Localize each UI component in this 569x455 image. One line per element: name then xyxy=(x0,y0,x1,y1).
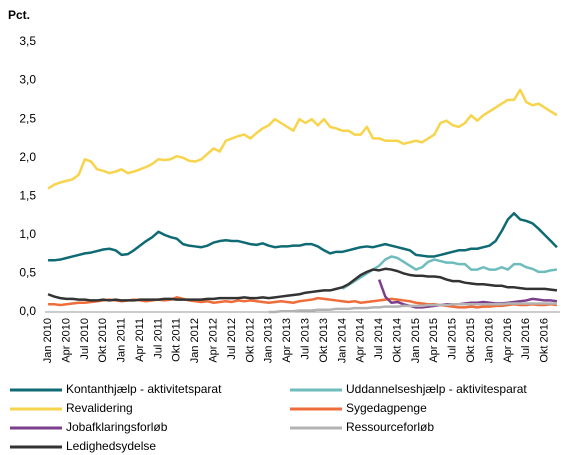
x-tick-label: Apr 2013 xyxy=(281,318,293,363)
x-tick-label: Jan 2015 xyxy=(410,318,422,363)
x-tick-label: Okt 2014 xyxy=(391,318,403,363)
x-tick-label: Okt 2015 xyxy=(465,318,477,363)
x-tick-label: Jul 2014 xyxy=(373,318,385,360)
x-tick-label: Jan 2014 xyxy=(336,318,348,363)
x-tick-label: Apr 2015 xyxy=(428,318,440,363)
y-tick-label: 1,5 xyxy=(19,188,36,202)
x-tick-label: Jan 2013 xyxy=(263,318,275,363)
x-tick-label: Jul 2010 xyxy=(79,318,91,360)
y-tick-label: 2,0 xyxy=(19,150,36,164)
x-tick-label: Jan 2011 xyxy=(116,318,128,362)
x-tick-label: Okt 2012 xyxy=(244,318,256,363)
x-tick-label: Jul 2012 xyxy=(226,318,238,360)
x-tick-label: Jul 2013 xyxy=(299,318,311,360)
x-tick-label: Okt 2016 xyxy=(539,318,551,363)
legend-label: Ressourceforløb xyxy=(346,420,434,434)
legend-label: Sygedagpenge xyxy=(346,401,427,415)
series-line xyxy=(48,212,558,262)
x-tick-label: Apr 2010 xyxy=(60,318,72,363)
legend-label: Ledighedsydelse xyxy=(66,439,156,453)
legend-label: Revalidering xyxy=(66,401,133,415)
x-tick-label: Apr 2011 xyxy=(134,318,146,362)
series-line xyxy=(47,88,558,190)
x-tick-label: Apr 2012 xyxy=(208,318,220,363)
x-tick-label: Apr 2014 xyxy=(355,318,367,363)
x-tick-label: Okt 2010 xyxy=(97,318,109,363)
series-line xyxy=(341,255,558,290)
y-tick-label: 0,0 xyxy=(19,304,36,318)
x-tick-label: Apr 2016 xyxy=(502,318,514,363)
x-tick-label: Jul 2015 xyxy=(447,318,459,360)
y-tick-label: 3,0 xyxy=(19,73,36,87)
y-tick-label: 3,5 xyxy=(19,34,36,48)
x-tick-label: Jan 2010 xyxy=(42,318,54,363)
x-tick-label: Jan 2012 xyxy=(189,318,201,363)
legend-label: Uddannelseshjælp - aktivitesparat xyxy=(346,382,527,396)
series-line xyxy=(47,267,558,302)
x-tick-label: Okt 2013 xyxy=(318,318,330,363)
legend-label: Jobafklaringsforløb xyxy=(66,420,168,434)
y-tick-label: 0,5 xyxy=(19,266,36,280)
x-tick-label: Jul 2011 xyxy=(152,318,164,359)
series-line xyxy=(268,302,557,314)
legend-label: Kontanthjælp - aktivitetsparat xyxy=(66,382,222,396)
y-tick-label: 2,5 xyxy=(19,111,36,125)
y-tick-label: 1,0 xyxy=(19,227,36,241)
x-tick-label: Jan 2016 xyxy=(483,318,495,363)
x-tick-label: Jul 2016 xyxy=(520,318,532,360)
x-tick-label: Okt 2011 xyxy=(171,318,183,362)
chart-title: Pct. xyxy=(8,8,30,22)
